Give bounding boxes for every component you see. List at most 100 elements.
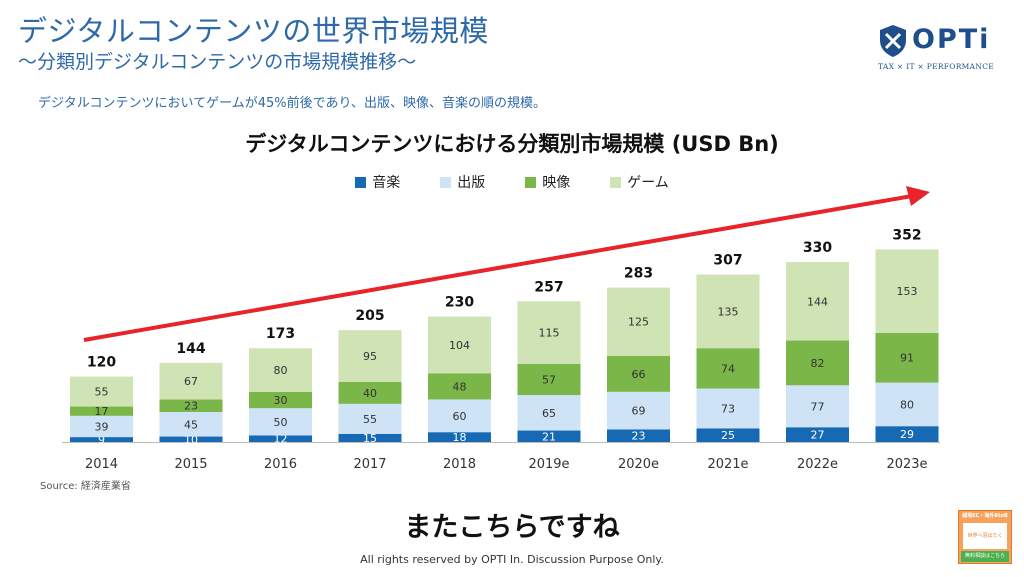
bar-segment-4 xyxy=(249,348,312,392)
footer-copyright: All rights reserved by OPTI In. Discussi… xyxy=(360,553,664,566)
trend-arrow-head xyxy=(906,186,930,206)
data-label: 77 xyxy=(811,400,825,413)
bar-segment-2 xyxy=(70,415,133,438)
badge-bottom-text: 無料相談はこちら xyxy=(961,551,1009,562)
x-tick-label: 2021e xyxy=(707,457,748,472)
bar-segment-2 xyxy=(786,385,849,428)
bar-segment-2 xyxy=(517,395,581,431)
data-label: 27 xyxy=(811,429,825,442)
chart-legend: 音楽 出版 映像 ゲーム xyxy=(0,172,1024,192)
page-title: デジタルコンテンツの世界市場規模 xyxy=(18,14,489,48)
consultation-badge[interactable]: 越境EC・海外BtoB 世界へ羽ばたく 無料相談はこちら xyxy=(958,510,1012,564)
bar-segment-2 xyxy=(428,399,491,433)
bar-segment-1 xyxy=(696,428,760,442)
bar-segment-2 xyxy=(875,382,939,427)
data-label: 39 xyxy=(95,420,109,433)
data-label: 74 xyxy=(721,362,735,375)
bar-segment-3 xyxy=(607,355,670,392)
data-label: 73 xyxy=(721,402,735,415)
x-tick-label: 2017 xyxy=(353,457,386,472)
legend-swatch-publishing xyxy=(440,176,452,188)
bar-segment-2 xyxy=(696,388,760,429)
logo-tagline: TAX × IT × PERFORMANCE xyxy=(878,62,995,71)
x-tick-label: 2016 xyxy=(264,457,297,472)
bar-segment-1 xyxy=(249,435,312,442)
bar-segment-2 xyxy=(159,412,223,437)
data-label: 125 xyxy=(628,316,649,329)
opti-logo: OPTi TAX × IT × PERFORMANCE xyxy=(876,24,996,76)
data-label: 40 xyxy=(363,387,377,400)
bar-segment-4 xyxy=(875,249,939,333)
total-label: 230 xyxy=(445,295,474,311)
data-label: 135 xyxy=(718,305,739,318)
bar-segment-4 xyxy=(159,362,223,400)
source-note: Source: 経済産業省 xyxy=(40,481,131,492)
legend-item-video: 映像 xyxy=(525,172,570,192)
data-label: 69 xyxy=(632,405,646,418)
bar-segment-4 xyxy=(428,316,491,374)
data-label: 153 xyxy=(897,285,918,298)
data-label: 67 xyxy=(184,375,198,388)
chart-title: デジタルコンテンツにおける分類別市場規模 (USD Bn) xyxy=(245,132,779,156)
x-tick-label: 2015 xyxy=(174,457,207,472)
logo-wordmark: OPTi xyxy=(912,24,991,55)
data-label: 12 xyxy=(274,433,288,446)
legend-item-publishing: 出版 xyxy=(440,172,485,192)
data-label: 95 xyxy=(363,350,377,363)
legend-item-game: ゲーム xyxy=(610,172,669,192)
bar-segment-1 xyxy=(428,432,491,442)
legend-label-game: ゲーム xyxy=(627,175,669,191)
x-tick-label: 2022e xyxy=(797,457,838,472)
total-label: 257 xyxy=(534,279,563,295)
data-label: 57 xyxy=(542,374,556,387)
badge-top-text: 越境EC・海外BtoB xyxy=(962,513,1008,519)
video-caption: またこちらですね xyxy=(404,512,620,543)
data-label: 21 xyxy=(542,430,556,443)
page-subtitle: 〜分類別デジタルコンテンツの市場規模推移〜 xyxy=(18,51,417,73)
legend-swatch-video xyxy=(525,176,537,188)
data-label: 144 xyxy=(807,295,828,308)
legend-item-music: 音楽 xyxy=(355,172,400,192)
bar-segment-3 xyxy=(696,348,760,389)
bar-segment-1 xyxy=(517,430,581,442)
data-label: 65 xyxy=(542,407,556,420)
total-label: 283 xyxy=(624,266,653,282)
data-label: 25 xyxy=(721,429,735,442)
bar-segment-4 xyxy=(338,330,402,382)
data-label: 18 xyxy=(453,431,467,444)
data-label: 82 xyxy=(811,357,825,370)
bar-segment-1 xyxy=(70,437,133,442)
bar-segment-3 xyxy=(428,373,491,400)
total-label: 173 xyxy=(266,326,295,342)
shield-icon xyxy=(880,25,906,57)
bar-segment-4 xyxy=(517,301,581,364)
bar-segment-3 xyxy=(338,382,402,404)
x-tick-label: 2018 xyxy=(443,457,476,472)
total-label: 307 xyxy=(713,253,742,269)
data-label: 50 xyxy=(274,416,288,429)
trend-arrow-line xyxy=(83,194,913,342)
data-label: 104 xyxy=(449,339,470,352)
x-tick-label: 2019e xyxy=(528,457,569,472)
data-label: 29 xyxy=(900,428,914,441)
total-label: 120 xyxy=(87,355,116,371)
x-tick-label: 2014 xyxy=(85,457,118,472)
badge-middle-text: 世界へ羽ばたく xyxy=(963,523,1007,549)
data-label: 66 xyxy=(632,368,646,381)
bar-segment-4 xyxy=(70,376,133,407)
summary-note: デジタルコンテンツにおいてゲームが45%前後であり、出版、映像、音楽の順の規模。 xyxy=(38,96,546,111)
legend-swatch-game xyxy=(610,176,622,188)
bar-segment-2 xyxy=(338,403,402,434)
data-label: 80 xyxy=(900,398,914,411)
legend-swatch-music xyxy=(355,176,367,188)
data-label: 48 xyxy=(453,380,467,393)
bar-segment-3 xyxy=(517,364,581,396)
data-label: 15 xyxy=(363,432,377,445)
data-label: 9 xyxy=(98,434,105,447)
legend-label-publishing: 出版 xyxy=(457,175,486,191)
legend-label-video: 映像 xyxy=(542,175,571,191)
data-label: 55 xyxy=(95,386,109,399)
bar-segment-4 xyxy=(696,274,760,349)
data-label: 55 xyxy=(363,413,377,426)
data-label: 23 xyxy=(632,430,646,443)
